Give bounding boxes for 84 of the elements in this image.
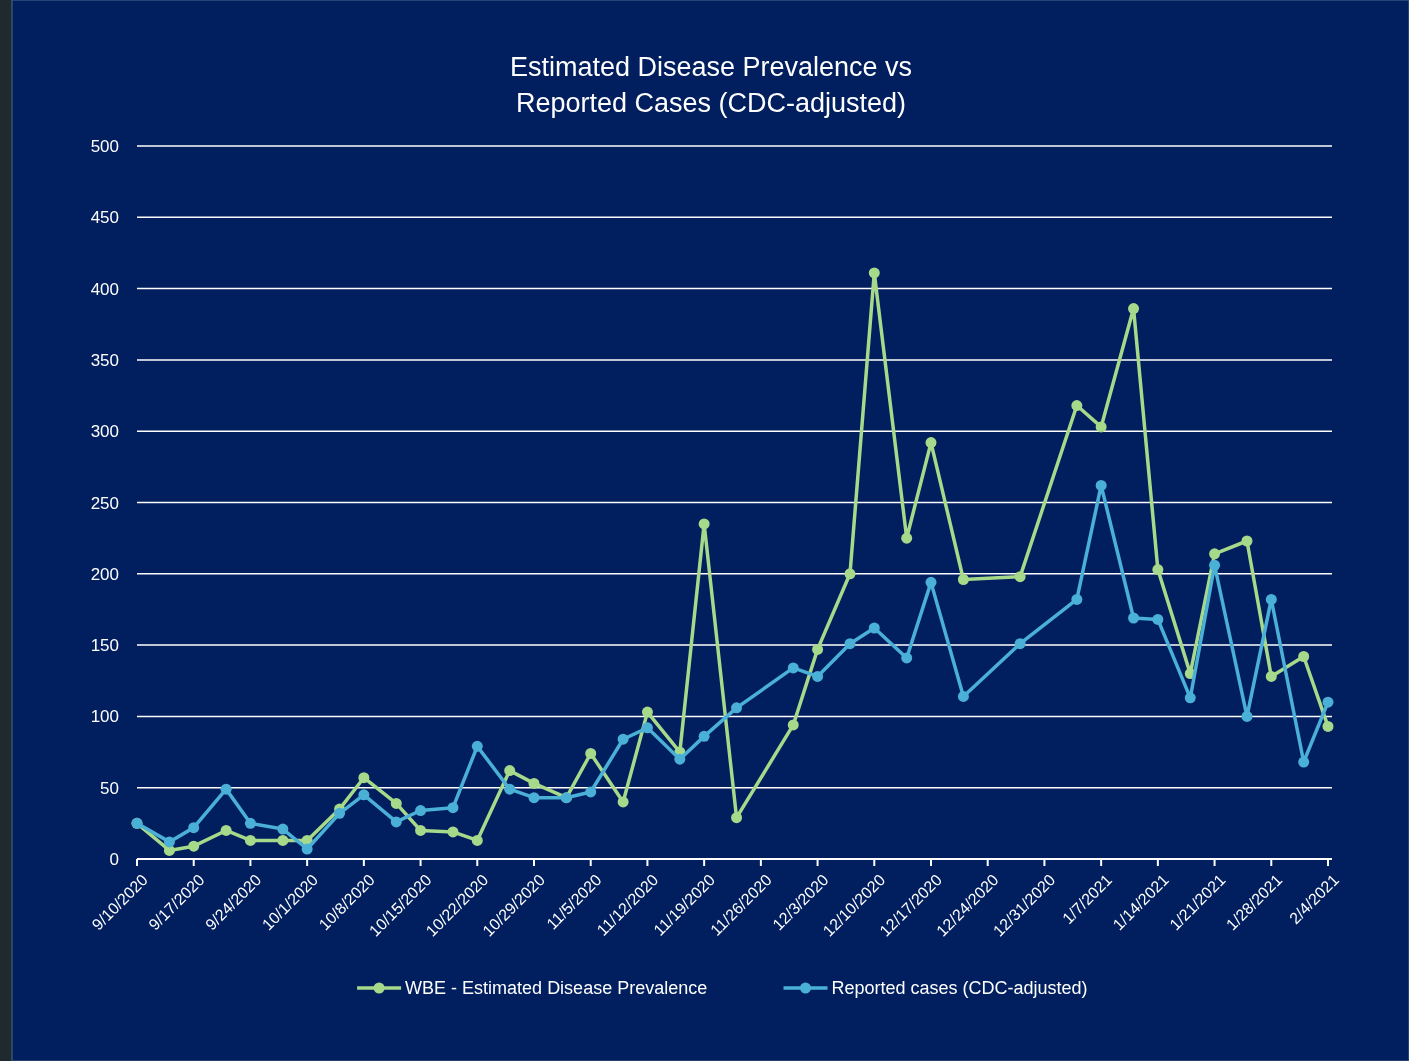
point bbox=[868, 267, 880, 279]
point bbox=[504, 783, 516, 795]
point bbox=[698, 730, 710, 742]
point bbox=[1014, 571, 1026, 583]
point bbox=[844, 568, 856, 580]
point bbox=[1128, 303, 1140, 315]
point bbox=[787, 662, 799, 674]
point bbox=[1152, 613, 1164, 625]
point bbox=[1322, 696, 1334, 708]
point bbox=[1095, 421, 1107, 433]
point bbox=[358, 772, 370, 784]
point bbox=[188, 840, 200, 852]
point bbox=[277, 834, 289, 846]
point bbox=[1265, 670, 1277, 682]
y-tick-label: 450 bbox=[90, 208, 119, 228]
point bbox=[1298, 651, 1310, 663]
point bbox=[301, 843, 313, 855]
point bbox=[244, 834, 256, 846]
point bbox=[844, 638, 856, 650]
point bbox=[731, 812, 743, 824]
point bbox=[901, 652, 913, 664]
point bbox=[471, 740, 483, 752]
point bbox=[277, 823, 289, 835]
point bbox=[471, 834, 483, 846]
point bbox=[415, 805, 427, 817]
point bbox=[1128, 612, 1140, 624]
y-tick-label: 300 bbox=[90, 422, 119, 442]
y-tick-label: 200 bbox=[90, 564, 119, 584]
point bbox=[244, 817, 256, 829]
legend-label: WBE - Estimated Disease Prevalence bbox=[405, 978, 708, 998]
point bbox=[585, 786, 597, 798]
point bbox=[447, 802, 459, 814]
point bbox=[1265, 593, 1277, 605]
point bbox=[1095, 479, 1107, 491]
point bbox=[1241, 710, 1253, 722]
point bbox=[528, 792, 540, 804]
point bbox=[1209, 548, 1221, 560]
y-tick-label: 50 bbox=[100, 778, 119, 798]
point bbox=[1071, 400, 1083, 412]
point bbox=[674, 753, 686, 765]
point bbox=[415, 824, 427, 836]
point bbox=[617, 733, 629, 745]
point bbox=[585, 747, 597, 759]
point bbox=[1014, 638, 1026, 650]
point bbox=[1209, 559, 1221, 571]
point bbox=[1322, 720, 1334, 732]
point bbox=[334, 807, 346, 819]
point bbox=[188, 822, 200, 834]
point bbox=[812, 643, 824, 655]
point bbox=[617, 796, 629, 808]
y-tick-label: 350 bbox=[90, 350, 119, 370]
point bbox=[1071, 593, 1083, 605]
point bbox=[504, 765, 516, 777]
point bbox=[812, 670, 824, 682]
point bbox=[390, 816, 402, 828]
point bbox=[641, 706, 653, 718]
point bbox=[1298, 756, 1310, 768]
y-tick-label: 100 bbox=[90, 707, 119, 727]
point bbox=[358, 789, 370, 801]
y-tick-label: 0 bbox=[109, 850, 119, 869]
legend-label: Reported cases (CDC-adjusted) bbox=[831, 978, 1088, 998]
chart-title: Estimated Disease Prevalence vs Reported Cases (CDC-adjusted) bbox=[509, 52, 913, 118]
point bbox=[641, 722, 653, 734]
y-tick-label: 150 bbox=[90, 636, 119, 656]
point bbox=[698, 518, 710, 530]
point bbox=[1241, 535, 1253, 547]
y-tick-label: 400 bbox=[90, 279, 119, 299]
point bbox=[1184, 692, 1196, 704]
point bbox=[868, 622, 880, 634]
y-tick-label: 250 bbox=[90, 493, 119, 513]
point bbox=[220, 783, 232, 795]
point bbox=[1152, 564, 1164, 576]
y-tick-label: 500 bbox=[90, 137, 119, 156]
point bbox=[528, 777, 540, 789]
point bbox=[925, 576, 937, 588]
point bbox=[390, 797, 402, 809]
point bbox=[220, 824, 232, 836]
point bbox=[901, 532, 913, 544]
point bbox=[957, 690, 969, 702]
point bbox=[957, 574, 969, 585]
point bbox=[447, 826, 459, 838]
point bbox=[731, 702, 743, 714]
point bbox=[787, 719, 799, 731]
point bbox=[163, 836, 175, 848]
